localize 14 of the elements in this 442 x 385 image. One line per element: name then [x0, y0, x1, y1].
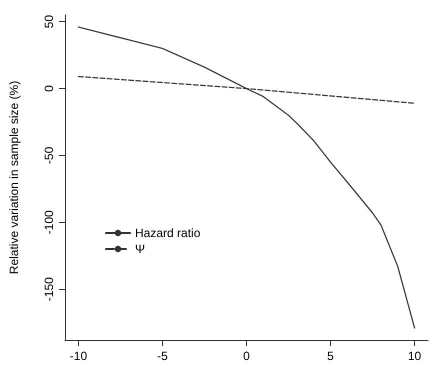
- y-axis-title: Relative variation in sample size (%): [7, 80, 21, 274]
- y-tick-label: -100: [42, 210, 56, 234]
- x-tick-label: -10: [70, 349, 88, 363]
- x-tick-label: -5: [157, 349, 168, 363]
- y-tick-label: -50: [42, 146, 56, 164]
- legend-label: Hazard ratio: [135, 226, 201, 240]
- legend-label: Ψ: [135, 242, 146, 256]
- x-tick-label: 10: [408, 349, 422, 363]
- line-series: [78, 26, 416, 329]
- y-tick-label: 50: [42, 14, 56, 28]
- y-tick-label: -150: [42, 276, 56, 302]
- x-tick-label: 5: [327, 349, 334, 363]
- y-tick-label: 0: [42, 84, 56, 92]
- x-tick-label: 0: [243, 349, 250, 363]
